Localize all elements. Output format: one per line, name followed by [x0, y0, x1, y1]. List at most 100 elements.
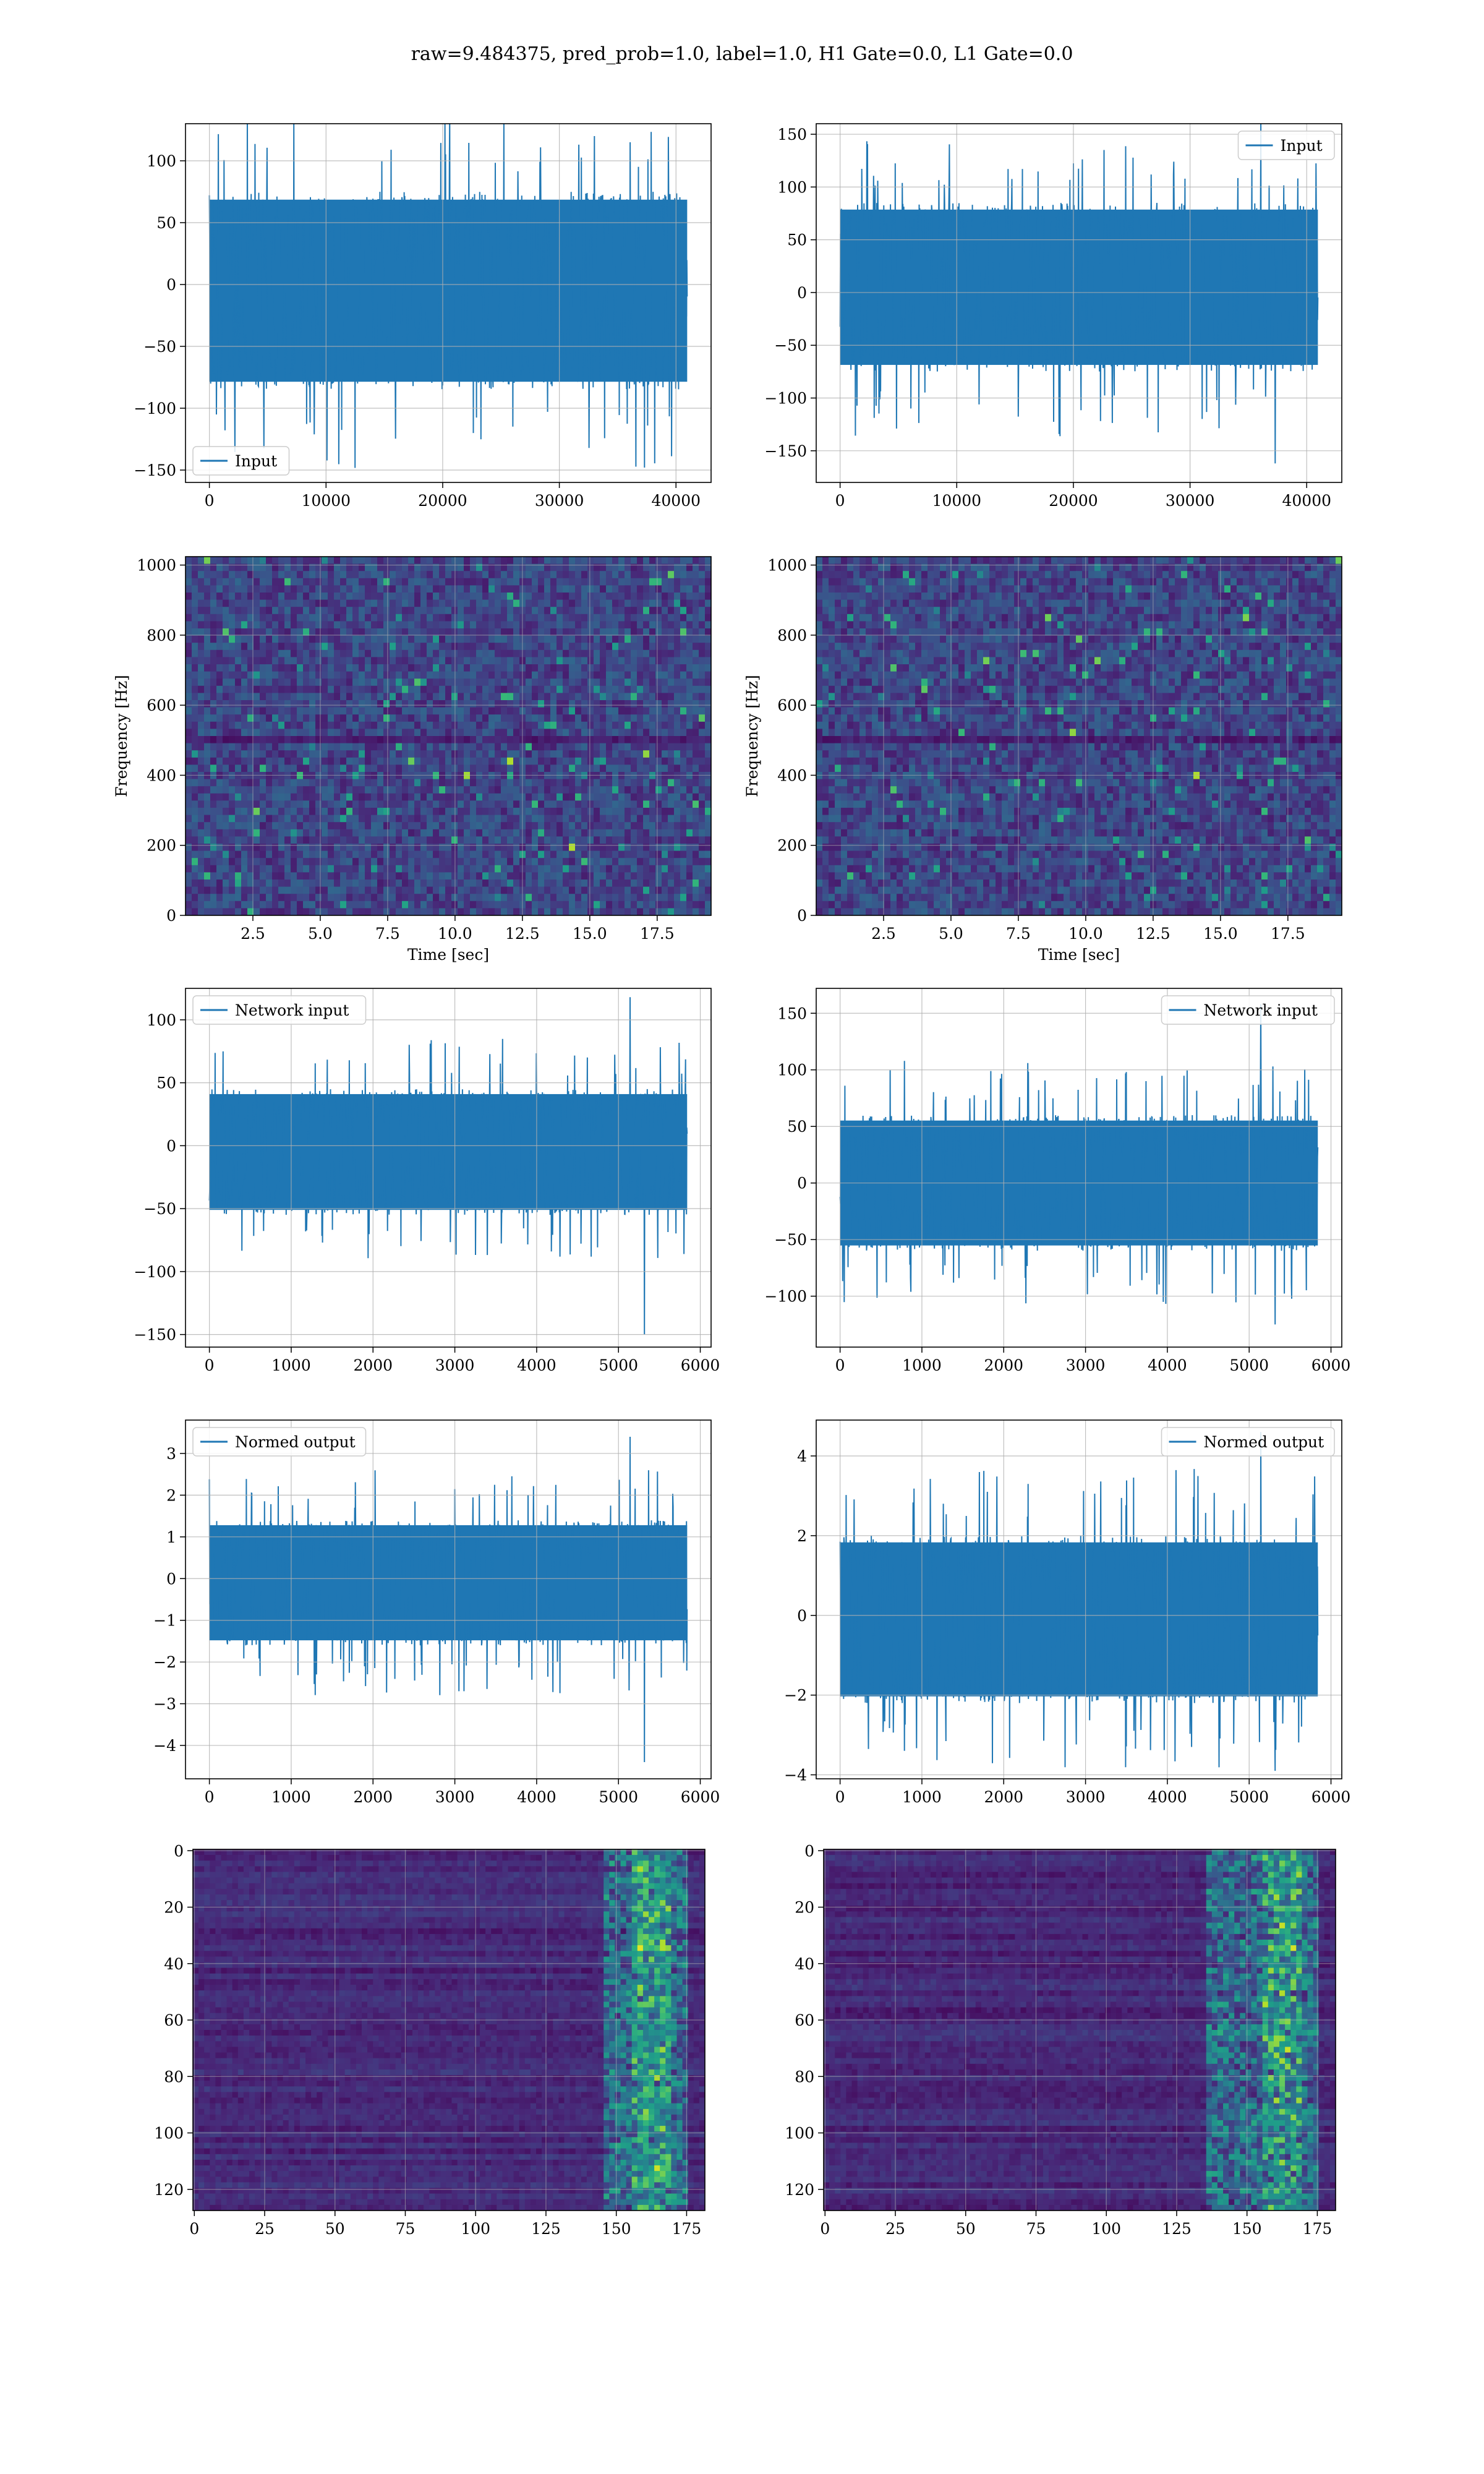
h1-input-ytick-label-5: 100: [147, 152, 176, 170]
h1-normed-output-ytick-label-4: 0: [166, 1570, 176, 1588]
h1-network-input-plot-area: [208, 997, 688, 1335]
l1-spectrogram-ytick-label-4: 800: [777, 627, 807, 644]
l1-feature-map-ticks: 0 25 50 75 100 125 150 175 0 20 40 60 80 100 120: [785, 1842, 1332, 2238]
h1-input-ytick-label-2: −50: [143, 338, 176, 356]
h1-feature-map-ytick-label-1: 20: [164, 1899, 184, 1917]
l1-input-xtick-label-2: 20000: [1049, 492, 1098, 510]
h1-spectrogram-plot-area: [186, 557, 711, 915]
h1-spectrogram-ytick-label-4: 800: [147, 627, 176, 644]
l1-normed-output-xtick-label-0: 0: [835, 1788, 845, 1806]
l1-normed-output-plot-area: [839, 1432, 1319, 1771]
l1-network-input-panel: 0 1000 2000 3000 4000 5000 6000 −100 −50 0 50 100 15…: [764, 988, 1350, 1374]
l1-input-ytick-label-1: −100: [764, 390, 807, 408]
h1-input-ticks: 0 10000 20000 30000 40000 −150 −100 −50 0 50 100: [134, 152, 701, 510]
h1-feature-map-axes-frame: [192, 1849, 706, 2211]
l1-feature-map-xtick-label-4: 100: [1091, 2220, 1121, 2238]
h1-spectrogram-ytick-label-1: 200: [147, 837, 176, 855]
h1-feature-map-ytick-label-2: 40: [164, 1955, 184, 1973]
h1-input-legend: Input: [192, 446, 290, 476]
l1-network-input-series-line: [839, 1004, 1319, 1325]
h1-feature-map-cells: [193, 1849, 705, 2211]
h1-spectrogram-xtick-label-1: 5.0: [308, 925, 333, 943]
l1-input-ytick-label-2: −50: [774, 336, 807, 354]
h1-network-input-ytick-label-5: 100: [147, 1011, 176, 1029]
h1-normed-output-legend-label: Normed output: [235, 1433, 356, 1451]
l1-network-input-ytick-label-5: 150: [777, 1004, 807, 1022]
h1-input-xtick-label-0: 0: [205, 492, 215, 510]
l1-input-ytick-label-6: 150: [777, 126, 807, 143]
l1-spectrogram-xlabel: Time [sec]: [1038, 946, 1120, 964]
h1-feature-map-ytick-label-0: 0: [174, 1842, 184, 1860]
h1-feature-map-xtick-label-4: 100: [461, 2220, 490, 2238]
l1-spectrogram-ytick-label-5: 1000: [767, 557, 807, 575]
h1-network-input-ytick-label-4: 50: [156, 1074, 176, 1092]
h1-feature-map-xtick-label-6: 150: [602, 2220, 631, 2238]
h1-normed-output-ytick-label-1: −3: [153, 1695, 176, 1713]
h1-network-input-xtick-label-0: 0: [205, 1356, 215, 1374]
h1-spectrogram-ytick-label-2: 400: [147, 766, 176, 784]
h1-normed-output-xtick-label-4: 4000: [517, 1788, 556, 1806]
l1-input-ticks: 0 10000 20000 30000 40000 −150 −100 −50 0 50 100 15…: [764, 126, 1331, 510]
l1-normed-output-xtick-label-3: 3000: [1066, 1788, 1106, 1806]
h1-normed-output-ticks: 0 1000 2000 3000 4000 5000 6000 −4 −3 −2 −1 0 1 2 3: [153, 1445, 720, 1806]
h1-input-ytick-label-4: 50: [156, 214, 176, 232]
l1-normed-output-xtick-label-6: 6000: [1311, 1788, 1351, 1806]
l1-input-xtick-label-0: 0: [835, 492, 845, 510]
l1-network-input-ticks: 0 1000 2000 3000 4000 5000 6000 −100 −50 0 50 100 15…: [764, 1004, 1350, 1374]
l1-normed-output-panel: 0 1000 2000 3000 4000 5000 6000 −4 −2 0 2 4 Normed o…: [784, 1419, 1351, 1806]
l1-feature-map-ytick-label-4: 80: [795, 2068, 814, 2086]
h1-network-input-ytick-label-1: −100: [134, 1263, 176, 1281]
l1-input-legend: Input: [1237, 131, 1335, 160]
h1-network-input-axes-frame: [185, 988, 712, 1348]
h1-normed-output-panel: 0 1000 2000 3000 4000 5000 6000 −4 −3 −2 −1 0 1 2 3 Nor…: [153, 1419, 720, 1806]
h1-network-input-xtick-label-4: 4000: [517, 1356, 556, 1374]
l1-input-xtick-label-1: 10000: [932, 492, 982, 510]
h1-feature-map-panel: 0 25 50 75 100 125 150 175 0 20 40 60 80 100 120: [154, 1842, 706, 2238]
l1-network-input-xtick-label-6: 6000: [1311, 1356, 1351, 1374]
l1-normed-output-xtick-label-4: 4000: [1148, 1788, 1187, 1806]
l1-feature-map-ytick-label-6: 120: [785, 2181, 814, 2199]
l1-spectrogram-xtick-label-0: 2.5: [871, 925, 896, 943]
h1-normed-output-axes-frame: [185, 1419, 712, 1779]
l1-spectrogram-xtick-label-6: 17.5: [1271, 925, 1305, 943]
h1-spectrogram-cells: [186, 557, 711, 915]
h1-network-input-xtick-label-5: 5000: [599, 1356, 638, 1374]
h1-network-input-ticks: 0 1000 2000 3000 4000 5000 6000 −150 −100 −50 0 50 1…: [134, 1011, 720, 1374]
h1-normed-output-xtick-label-1: 1000: [271, 1788, 311, 1806]
h1-network-input-panel: 0 1000 2000 3000 4000 5000 6000 −150 −100 −50 0 50 1…: [134, 988, 720, 1374]
l1-spectrogram-ytick-label-0: 0: [797, 907, 807, 925]
h1-network-input-legend: Network input: [192, 995, 367, 1025]
l1-input-plot-area: [839, 124, 1319, 464]
l1-normed-output-legend-box: [1161, 1427, 1335, 1457]
l1-input-ytick-label-4: 50: [787, 231, 807, 249]
h1-normed-output-ytick-label-0: −4: [153, 1737, 176, 1755]
h1-input-panel: 0 10000 20000 30000 40000 −150 −100 −50 0 50 100 In…: [134, 123, 712, 510]
h1-input-legend-label: Input: [235, 452, 277, 470]
l1-spectrogram-axes-frame: [816, 556, 1342, 916]
l1-spectrogram-ytick-label-3: 600: [777, 696, 807, 714]
h1-normed-output-ytick-label-7: 3: [166, 1445, 176, 1463]
h1-normed-output-xtick-label-3: 3000: [435, 1788, 475, 1806]
h1-feature-map-xtick-label-0: 0: [189, 2220, 199, 2238]
l1-spectrogram-xtick-label-2: 7.5: [1006, 925, 1031, 943]
l1-spectrogram-panel: 2.5 5.0 7.5 10.0 12.5 15.0 17.5 0 200 400 600 800 10…: [743, 556, 1342, 964]
l1-feature-map-xtick-label-6: 150: [1232, 2220, 1262, 2238]
l1-input-xtick-label-4: 40000: [1282, 492, 1331, 510]
l1-network-input-ytick-label-2: 0: [797, 1175, 807, 1192]
h1-normed-output-xtick-label-0: 0: [205, 1788, 215, 1806]
l1-normed-output-ytick-label-1: −2: [784, 1687, 807, 1705]
h1-feature-map-xtick-label-7: 175: [672, 2220, 702, 2238]
h1-normed-output-series-line: [208, 1436, 688, 1763]
h1-feature-map-ytick-label-4: 80: [164, 2068, 184, 2086]
h1-input-xtick-label-2: 20000: [418, 492, 467, 510]
l1-feature-map-ytick-label-0: 0: [804, 1842, 814, 1860]
h1-normed-output-ytick-label-6: 2: [166, 1486, 176, 1504]
h1-network-input-legend-box: [192, 995, 367, 1025]
l1-feature-map-plot-area: [824, 1849, 1336, 2211]
h1-feature-map-ytick-label-6: 120: [154, 2181, 184, 2199]
l1-normed-output-axes-frame: [816, 1419, 1342, 1779]
l1-normed-output-ytick-label-2: 0: [797, 1607, 807, 1625]
l1-spectrogram-plot-area: [816, 557, 1342, 915]
l1-feature-map-xtick-label-3: 75: [1026, 2220, 1046, 2238]
l1-spectrogram-cells: [816, 557, 1342, 915]
